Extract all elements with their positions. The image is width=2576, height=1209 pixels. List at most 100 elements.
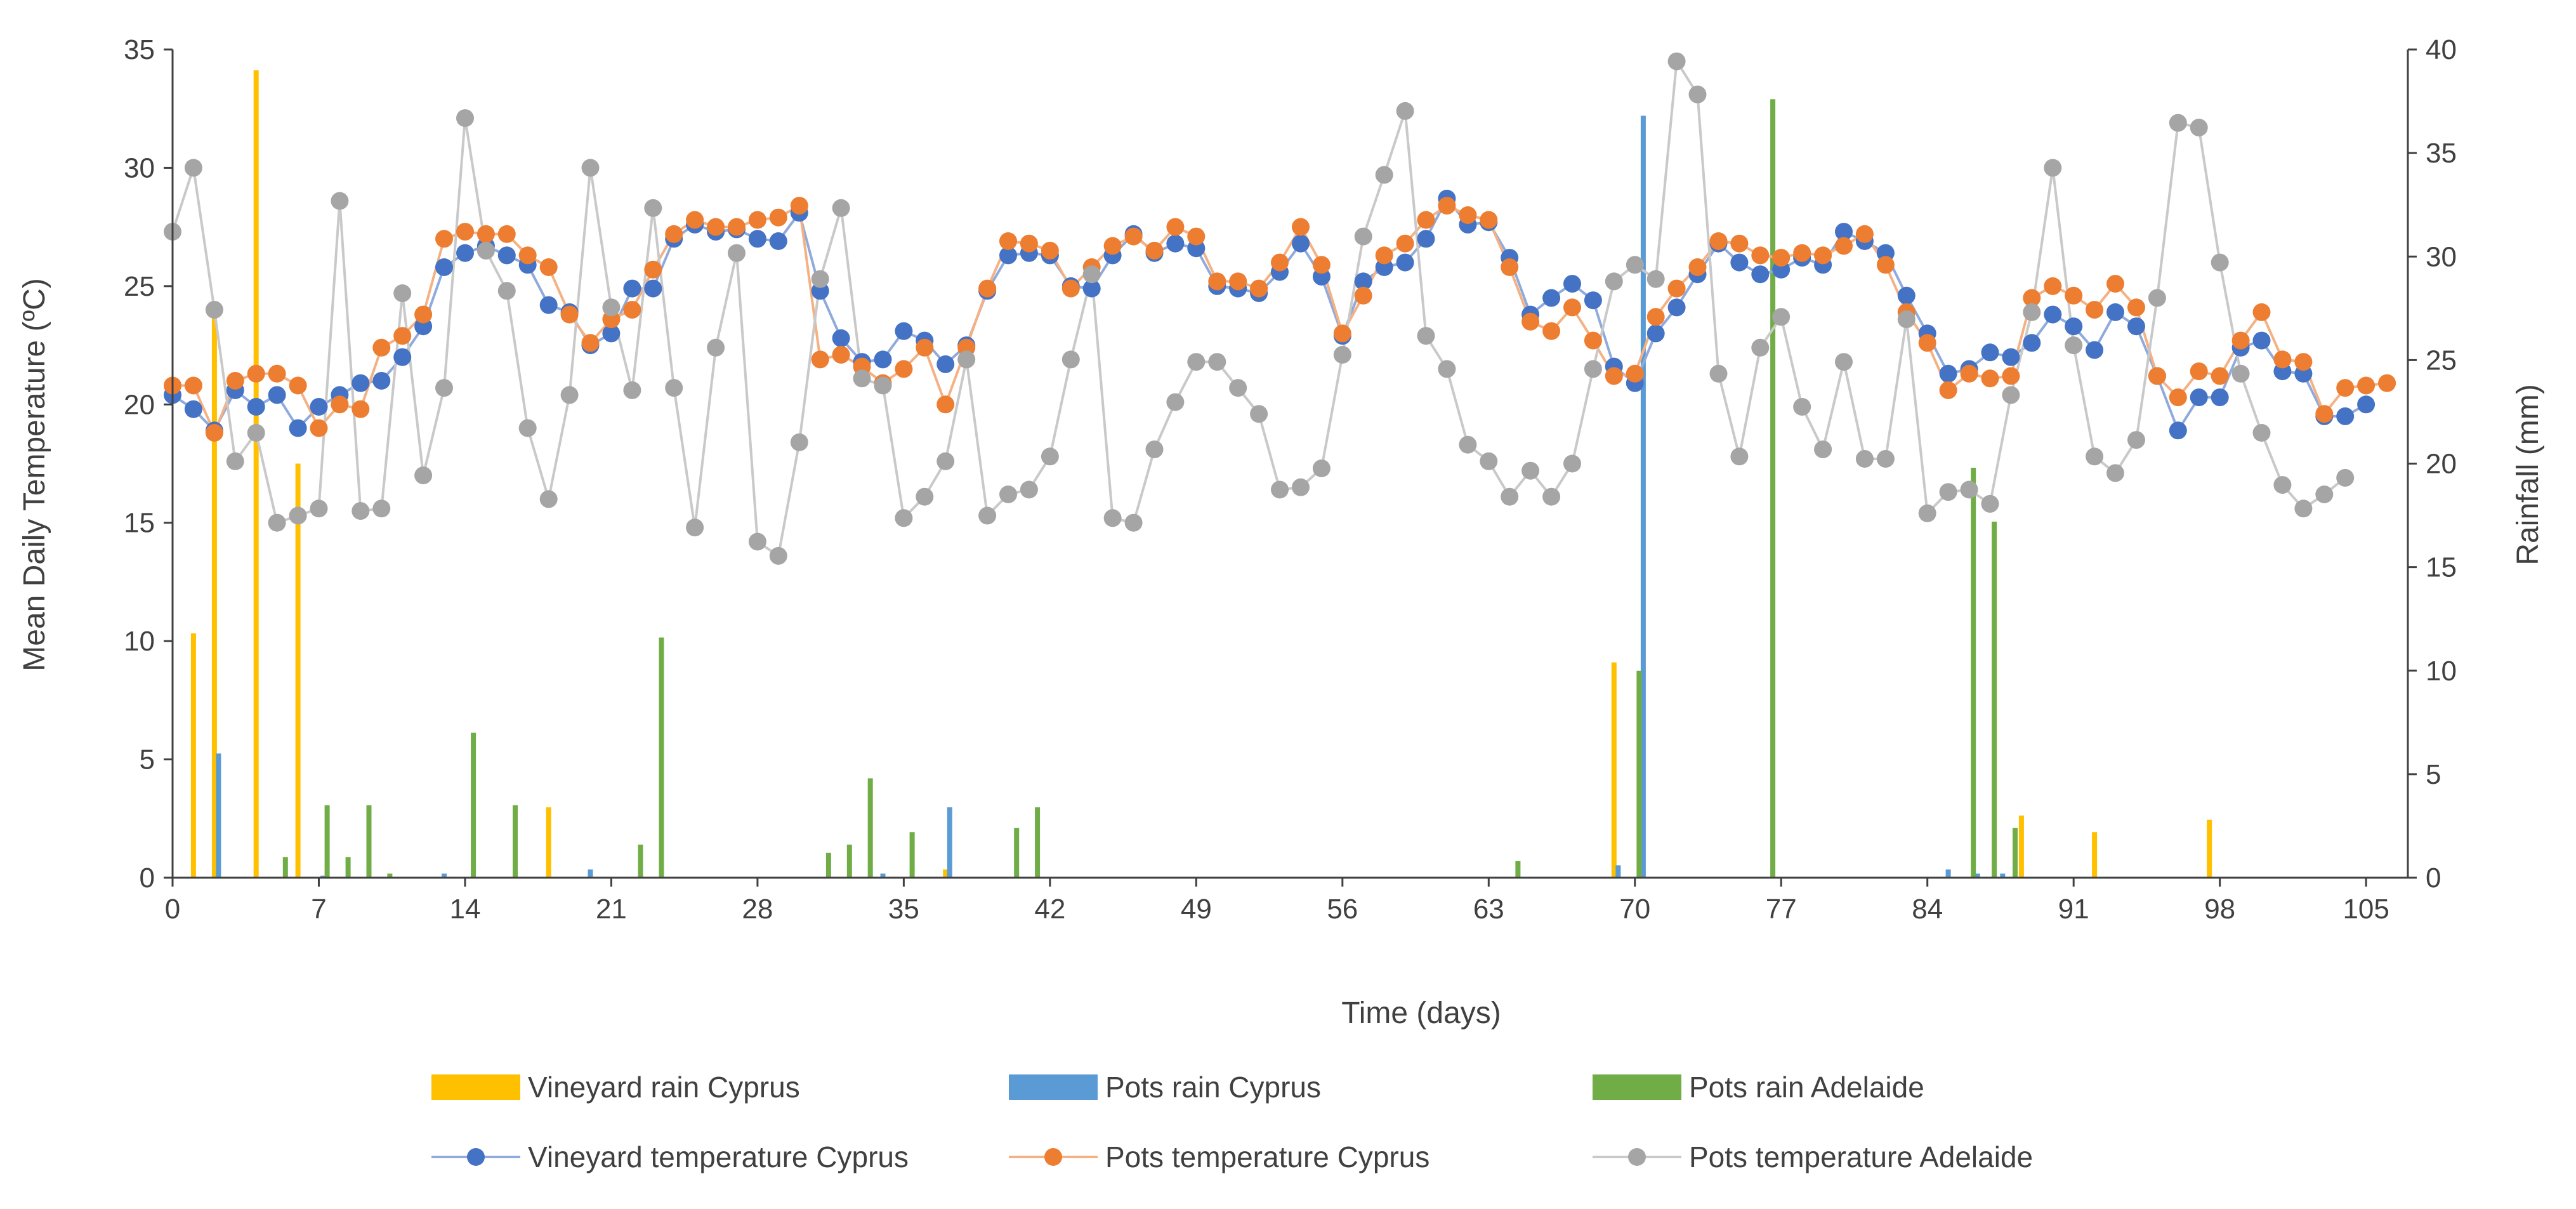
- pots-rain-adelaide-bar-12: [909, 832, 915, 878]
- pots-temperature-cyprus-point-80: [1835, 237, 1853, 255]
- pots-temperature-adelaide-point-70: [1626, 256, 1644, 274]
- pots-temperature-adelaide-point-72: [1667, 52, 1686, 70]
- y-tick-label-right-5: 25: [2426, 345, 2457, 376]
- legend-swatch-pots-rain-adelaide: [1593, 1074, 1681, 1100]
- pots-temperature-cyprus-point-29: [769, 208, 787, 227]
- pots-temperature-cyprus-point-32: [832, 346, 850, 364]
- pots-temperature-adelaide-point-92: [2086, 447, 2104, 466]
- pots-temperature-adelaide-point-68: [1584, 360, 1602, 378]
- pots-rain-adelaide-bar-7: [638, 844, 643, 878]
- pots-temperature-cyprus-point-76: [1751, 246, 1770, 265]
- pots-rain-cyprus-bar-8: [1945, 869, 1951, 878]
- pots-temperature-adelaide-point-16: [497, 282, 516, 300]
- pots-temperature-adelaide-point-71: [1646, 270, 1665, 288]
- pots-temperature-adelaide-point-1: [184, 159, 202, 177]
- pots-temperature-cyprus-point-82: [1876, 256, 1895, 274]
- x-tick-label-5: 35: [888, 894, 919, 925]
- vineyard-temperature-cyprus-point-96: [2169, 421, 2187, 440]
- x-tick-label-2: 14: [449, 894, 480, 925]
- vineyard-temperature-cyprus-point-9: [352, 374, 370, 392]
- vineyard-temperature-cyprus-point-68: [1584, 291, 1602, 310]
- pots-temperature-cyprus-point-62: [1459, 206, 1477, 224]
- pots-temperature-adelaide-point-60: [1417, 327, 1435, 345]
- pots-temperature-cyprus-point-19: [560, 305, 579, 324]
- vineyard-temperature-cyprus-point-94: [2127, 317, 2145, 336]
- pots-temperature-cyprus-point-31: [811, 350, 829, 369]
- pots-temperature-cyprus-point-40: [999, 232, 1017, 250]
- pots-rain-adelaide-bar-10: [846, 844, 852, 878]
- pots-temperature-adelaide-point-83: [1897, 310, 1916, 329]
- pots-temperature-adelaide-point-61: [1438, 360, 1456, 378]
- vineyard-temperature-cyprus-point-1: [184, 400, 202, 418]
- vineyard-temperature-cyprus-point-57: [1354, 272, 1372, 291]
- pots-temperature-cyprus-point-78: [1793, 244, 1811, 262]
- pots-temperature-adelaide-point-12: [414, 466, 433, 485]
- vineyard-rain-cyprus-bar-1: [211, 314, 217, 878]
- pots-temperature-cyprus-point-25: [686, 211, 704, 229]
- vineyard-temperature-cyprus-point-32: [832, 329, 850, 347]
- pots-temperature-adelaide-point-19: [560, 386, 579, 404]
- pots-temperature-cyprus-point-86: [1960, 364, 1978, 383]
- pots-temperature-cyprus-point-18: [539, 258, 558, 276]
- pots-temperature-cyprus-point-98: [2211, 367, 2229, 385]
- pots-temperature-adelaide-point-30: [790, 433, 808, 451]
- pots-temperature-cyprus-point-26: [707, 218, 725, 236]
- vineyard-temperature-cyprus-point-40: [999, 246, 1017, 265]
- vineyard-temperature-cyprus-point-37: [936, 355, 955, 373]
- pots-temperature-cyprus-point-79: [1814, 246, 1832, 265]
- pots-rain-adelaide-bar-2: [345, 857, 351, 878]
- pots-temperature-cyprus-point-37: [936, 395, 955, 414]
- pots-temperature-adelaide-point-3: [226, 452, 244, 470]
- vineyard-temperature-cyprus-point-87: [1981, 343, 1999, 362]
- pots-temperature-cyprus-point-45: [1103, 237, 1122, 255]
- pots-temperature-cyprus-point-7: [310, 419, 328, 437]
- pots-temperature-cyprus-point-12: [414, 305, 433, 324]
- pots-temperature-cyprus-point-57: [1354, 286, 1372, 305]
- vineyard-temperature-cyprus-point-21: [602, 324, 621, 343]
- vineyard-temperature-cyprus-point-13: [435, 258, 453, 276]
- pots-temperature-cyprus-point-54: [1292, 218, 1310, 236]
- pots-rain-adelaide-bar-1: [324, 805, 330, 878]
- pots-temperature-cyprus-point-52: [1250, 279, 1268, 298]
- pots-temperature-adelaide-point-43: [1061, 350, 1080, 369]
- pots-rain-cyprus-bar-4: [880, 873, 886, 878]
- vineyard-temperature-cyprus-point-5: [268, 386, 286, 404]
- pots-temperature-cyprus-point-55: [1312, 256, 1331, 274]
- y-tick-label-right-0: 0: [2426, 862, 2441, 894]
- pots-rain-adelaide-bar-5: [471, 732, 476, 878]
- vineyard-temperature-cyprus-point-76: [1751, 265, 1770, 284]
- x-tick-label-7: 49: [1181, 894, 1212, 925]
- vineyard-temperature-cyprus-point-23: [644, 279, 662, 298]
- vineyard-rain-cyprus-bar-3: [295, 463, 301, 878]
- pots-temperature-adelaide-point-24: [665, 379, 683, 397]
- pots-temperature-adelaide-point-85: [1939, 483, 1957, 501]
- x-tick-label-14: 98: [2204, 894, 2235, 925]
- vineyard-temperature-cyprus-point-92: [2086, 341, 2104, 359]
- pots-temperature-cyprus-point-103: [2315, 405, 2334, 423]
- y-tick-label-right-8: 40: [2426, 34, 2457, 65]
- pots-temperature-cyprus-point-56: [1333, 324, 1351, 343]
- vineyard-temperature-cyprus-point-44: [1082, 279, 1101, 298]
- vineyard-temperature-cyprus-point-22: [623, 279, 641, 298]
- vineyard-temperature-cyprus-point-35: [895, 322, 913, 340]
- vineyard-temperature-cyprus-line: [171, 197, 2367, 432]
- vineyard-temperature-cyprus-point-28: [748, 230, 766, 248]
- pots-temperature-cyprus-point-10: [372, 338, 391, 357]
- pots-temperature-cyprus-point-69: [1605, 367, 1623, 385]
- pots-temperature-cyprus-point-16: [497, 225, 516, 243]
- pots-temperature-cyprus-point-106: [2378, 374, 2396, 392]
- pots-temperature-adelaide-point-37: [936, 452, 955, 470]
- pots-temperature-adelaide-point-53: [1271, 480, 1289, 499]
- pots-temperature-cyprus-point-67: [1563, 298, 1581, 317]
- pots-temperature-adelaide-point-52: [1250, 405, 1268, 423]
- pots-temperature-cyprus-point-60: [1417, 211, 1435, 229]
- vineyard-temperature-cyprus-point-80: [1835, 223, 1853, 241]
- pots-temperature-cyprus-point-93: [2106, 275, 2124, 293]
- pots-temperature-adelaide-point-34: [874, 376, 892, 395]
- pots-temperature-cyprus-point-3: [226, 372, 244, 390]
- pots-temperature-cyprus-point-11: [393, 327, 412, 345]
- pots-temperature-adelaide-point-42: [1041, 447, 1059, 466]
- vineyard-temperature-cyprus-point-88: [2002, 348, 2020, 366]
- vineyard-temperature-cyprus-point-83: [1897, 286, 1916, 305]
